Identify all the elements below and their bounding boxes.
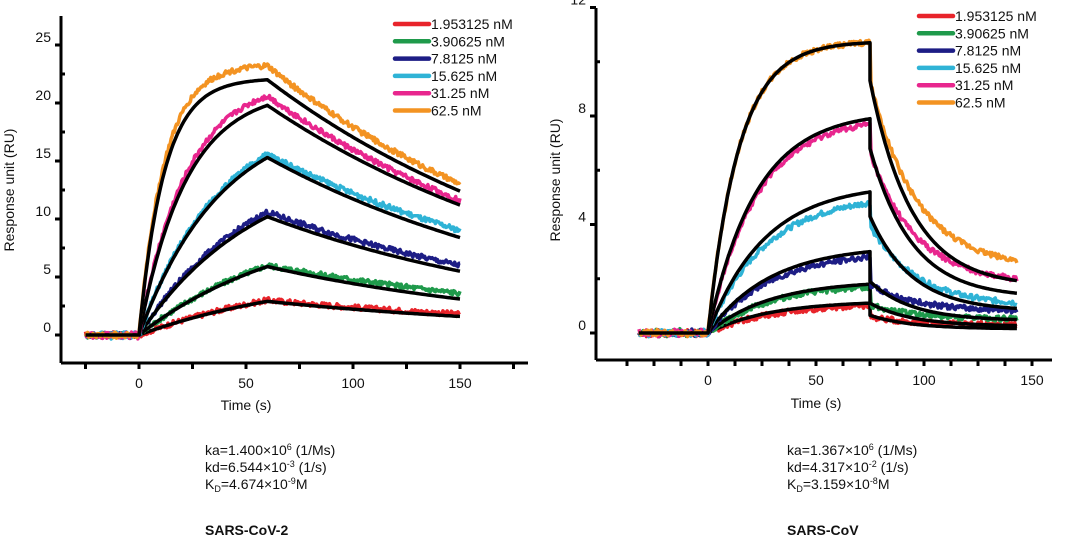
left-kd-text: kd=6.544×10-3 (1/s) xyxy=(205,459,327,475)
series-31-25-nM xyxy=(83,93,462,341)
x-tick-label: 0 xyxy=(135,375,143,391)
y-tick-label: 8 xyxy=(578,100,586,116)
x-tick-label: 100 xyxy=(341,375,365,391)
x-tick-label: 0 xyxy=(704,372,712,388)
y-tick-label: 20 xyxy=(35,87,51,103)
legend-label: 31.25 nM xyxy=(955,77,1013,93)
observed-line xyxy=(637,121,1019,339)
y-tick-label: 25 xyxy=(35,29,51,45)
fit-line xyxy=(85,214,461,337)
x-tick-label: 150 xyxy=(448,375,472,391)
legend-label: 1.953125 nM xyxy=(431,16,513,32)
x-axis-title: Time (s) xyxy=(221,397,272,413)
legend-label: 15.625 nM xyxy=(955,60,1021,76)
legend-label: 3.90625 nM xyxy=(955,25,1029,41)
y-axis-title: Response unit (RU) xyxy=(547,119,563,242)
y-tick-label: 0 xyxy=(43,319,51,335)
legend-label: 31.25 nM xyxy=(431,85,489,101)
y-tick-label: 5 xyxy=(43,261,51,277)
series-3-90625-nM xyxy=(83,262,462,340)
x-tick-label: 100 xyxy=(912,372,936,388)
legend-label: 15.625 nM xyxy=(431,68,497,84)
fit-line xyxy=(85,78,461,337)
chart-panel-1: 0 4 8 12 0 50 100 150 Time (s) Response unit (RU)… xyxy=(547,0,1052,411)
legend-label: 62.5 nM xyxy=(431,103,482,119)
right-panel-title: SARS-CoV xyxy=(787,522,859,538)
fit-line xyxy=(638,41,1018,335)
left-kinetic-parameters: ka=1.400×106 (1/Ms) kd=6.544×10-3 (1/s) … xyxy=(205,442,336,494)
x-tick-label: 150 xyxy=(1020,372,1044,388)
right-KD-text: KD=3.159×10-8M xyxy=(787,476,890,494)
y-tick-label: 12 xyxy=(570,0,586,8)
x-tick-label: 50 xyxy=(238,375,254,391)
legend-label: 7.8125 nM xyxy=(431,51,497,67)
y-tick-label: 15 xyxy=(35,145,51,161)
x-tick-label: 50 xyxy=(808,372,824,388)
legend-label: 3.90625 nM xyxy=(431,33,505,49)
series-7-8125-nM xyxy=(84,208,461,341)
fit-line xyxy=(85,264,461,337)
y-tick-label: 0 xyxy=(578,317,586,333)
series-1-953125-nM xyxy=(83,296,461,340)
right-ka-text: ka=1.367×106 (1/Ms) xyxy=(787,442,918,458)
left-KD-text: KD=4.674×10-9M xyxy=(205,476,308,494)
series-15-625-nM xyxy=(83,151,462,341)
y-axis-title: Response unit (RU) xyxy=(1,129,17,252)
legend-label: 1.953125 nM xyxy=(955,8,1037,24)
left-ka-text: ka=1.400×106 (1/Ms) xyxy=(205,442,336,458)
right-kd-text: kd=4.317×10-2 (1/s) xyxy=(787,459,909,475)
fit-line xyxy=(85,155,461,337)
series-62-5-nM xyxy=(638,38,1019,339)
chart-panel-0: 0 5 10 15 20 25 0 50 100 150 Time (s) Response unit… xyxy=(1,16,528,413)
left-panel-title: SARS-CoV-2 xyxy=(205,522,289,538)
series-62-5-nM xyxy=(83,62,462,340)
legend-label: 7.8125 nM xyxy=(955,43,1021,59)
x-axis-title: Time (s) xyxy=(791,395,842,411)
fit-line xyxy=(85,103,461,337)
legend-label: 62.5 nM xyxy=(955,95,1006,111)
y-tick-label: 4 xyxy=(578,209,586,225)
right-kinetic-parameters: ka=1.367×106 (1/Ms) kd=4.317×10-2 (1/s) … xyxy=(787,442,918,494)
fit-line xyxy=(85,299,461,337)
y-tick-label: 10 xyxy=(35,203,51,219)
